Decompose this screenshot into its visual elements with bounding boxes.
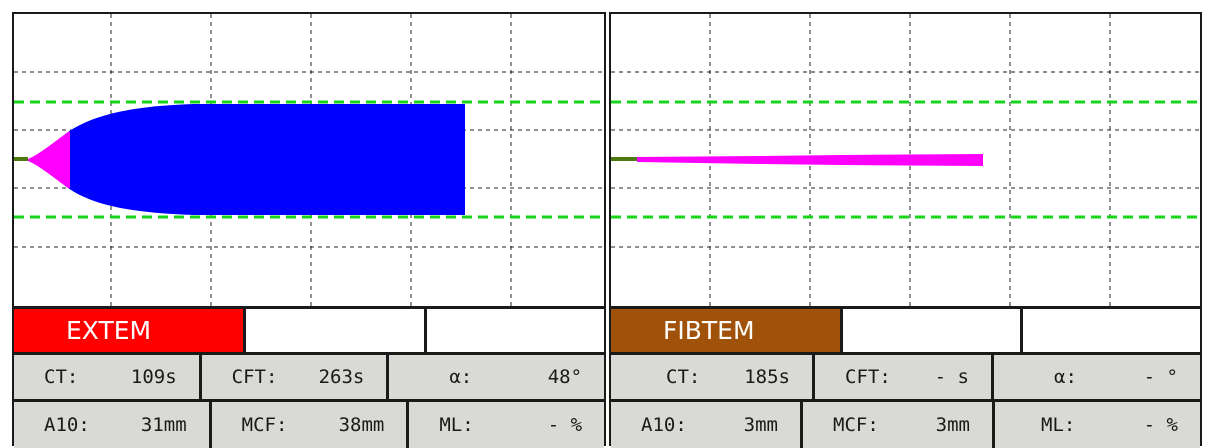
param-value: 48° (547, 366, 583, 388)
fibtem-cft: CFT: - s (815, 355, 994, 402)
param-value: 31mm (140, 414, 187, 436)
param-name: A10: (44, 414, 90, 436)
param-value: - s (934, 366, 969, 388)
extem-trace-fill (68, 104, 465, 215)
fibtem-empty-cell-2 (1023, 309, 1200, 355)
param-value: 109s (130, 366, 177, 388)
param-value: 38mm (338, 414, 385, 436)
fibtem-trace-svg (611, 14, 1200, 306)
param-value: - % (547, 414, 583, 436)
fibtem-ml: ML: - % (995, 402, 1200, 448)
extem-temogram (14, 14, 604, 306)
fibtem-results: FIBTEM CT: 185s CFT: - s α: - ° A10: 3mm MCF… (611, 306, 1200, 448)
extem-alpha: α: 48° (389, 355, 605, 402)
fibtem-empty-cell-1 (843, 309, 1023, 355)
param-name: MCF: (241, 414, 288, 436)
param-value: 3mm (935, 414, 970, 436)
extem-results: EXTEM CT: 109s CFT: 263s α: 48° A10: 31mm MC… (14, 306, 605, 448)
fibtem-temogram (611, 14, 1200, 306)
fibtem-label: FIBTEM (611, 309, 843, 355)
extem-panel: EXTEM CT: 109s CFT: 263s α: 48° A10: 31mm MC… (12, 12, 606, 448)
param-name: α: (449, 366, 473, 388)
param-value: 263s (318, 366, 365, 388)
fibtem-ct: CT: 185s (611, 355, 815, 402)
param-value: - ° (1143, 366, 1178, 388)
extem-mcf: MCF: 38mm (211, 402, 410, 448)
param-name: A10: (641, 414, 687, 436)
param-name: α: (1054, 366, 1077, 388)
fibtem-label-text: FIBTEM (663, 316, 755, 345)
param-name: CT: (44, 366, 79, 388)
extem-label-text: EXTEM (66, 316, 152, 345)
extem-trace-svg (14, 14, 604, 306)
fibtem-panel: FIBTEM CT: 185s CFT: - s α: - ° A10: 3mm MCF… (609, 12, 1202, 448)
fibtem-alpha: α: - ° (994, 355, 1200, 402)
fibtem-trace-fill (637, 154, 983, 166)
extem-label: EXTEM (14, 309, 247, 355)
param-name: ML: (1041, 414, 1076, 436)
param-value: 3mm (743, 414, 778, 436)
param-name: CFT: (231, 366, 278, 388)
extem-empty-cell-2 (426, 309, 604, 355)
param-name: CT: (666, 366, 701, 388)
extem-ct: CT: 109s (14, 355, 202, 402)
param-name: CFT: (845, 366, 891, 388)
param-value: 185s (744, 366, 790, 388)
extem-trace-start (28, 132, 70, 188)
fibtem-a10: A10: 3mm (611, 402, 803, 448)
param-name: ML: (439, 414, 474, 436)
fibtem-mcf: MCF: 3mm (803, 402, 995, 448)
param-value: - % (1143, 414, 1178, 436)
extem-empty-cell-1 (246, 309, 427, 355)
param-name: MCF: (833, 414, 879, 436)
extem-cft: CFT: 263s (201, 355, 390, 402)
extem-a10: A10: 31mm (14, 402, 212, 448)
extem-ml: ML: - % (409, 402, 605, 448)
